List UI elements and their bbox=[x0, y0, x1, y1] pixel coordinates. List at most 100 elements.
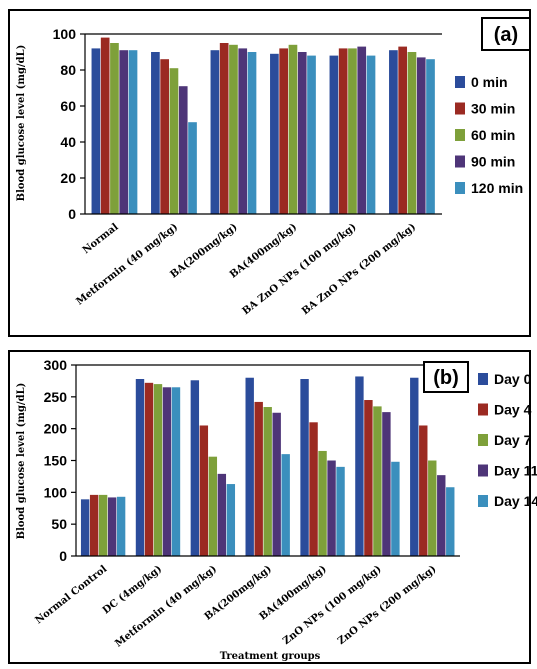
legend-label: Day 4 bbox=[494, 402, 532, 418]
panel-b-y-ticks: 0 50 100 150 200 250 300 bbox=[44, 357, 76, 564]
panel-b: Blood glucose level (mg/dL) 0 50 100 150 200… bbox=[8, 350, 537, 664]
panel-a-bars bbox=[91, 37, 435, 215]
y-tick-label: 80 bbox=[60, 62, 76, 78]
x-tick-label: Metformin (40 mg/kg) bbox=[113, 564, 219, 650]
x-tick-label: ZnO NPs (100 mg/kg) bbox=[281, 564, 384, 647]
y-tick-label: 300 bbox=[44, 357, 68, 373]
bar bbox=[300, 379, 309, 556]
legend-label: 60 min bbox=[471, 127, 515, 143]
bar bbox=[428, 460, 437, 556]
legend-label: Day 14 bbox=[494, 493, 537, 509]
legend-swatch bbox=[455, 76, 465, 88]
panel-b-label: (b) bbox=[433, 367, 459, 389]
bar bbox=[366, 55, 376, 214]
y-tick-label: 150 bbox=[44, 453, 68, 469]
bar bbox=[355, 376, 364, 556]
bar bbox=[100, 37, 110, 214]
legend-label: Day 0 bbox=[494, 371, 532, 387]
panel-b-frame bbox=[8, 350, 531, 664]
bar bbox=[226, 484, 236, 556]
panel-a-y-axis-title: Blood glucose level (mg/dL) bbox=[16, 45, 27, 202]
panel-a-frame bbox=[8, 9, 531, 337]
x-tick-label: BA ZnO NPs (200 mg/kg) bbox=[300, 222, 418, 318]
bar bbox=[416, 57, 426, 215]
x-tick-label: BA ZnO NPs (100 mg/kg) bbox=[241, 222, 359, 318]
bar bbox=[279, 48, 289, 215]
legend-label: Day 7 bbox=[494, 432, 532, 448]
legend-label: 90 min bbox=[471, 154, 515, 170]
bar bbox=[426, 59, 435, 215]
bar bbox=[391, 461, 400, 556]
bar bbox=[219, 43, 229, 214]
legend-swatch bbox=[455, 102, 465, 115]
legend-label: 30 min bbox=[471, 101, 515, 117]
legend-swatch bbox=[478, 373, 488, 385]
bar bbox=[245, 377, 254, 556]
bar bbox=[199, 425, 209, 556]
y-tick-label: 60 bbox=[60, 98, 76, 114]
bar bbox=[364, 400, 373, 556]
bar bbox=[318, 450, 327, 556]
legend-swatch bbox=[478, 403, 488, 416]
bar bbox=[80, 499, 90, 556]
legend-swatch bbox=[455, 182, 465, 194]
legend-label: 120 min bbox=[471, 180, 523, 196]
bar bbox=[110, 43, 119, 214]
bar bbox=[91, 48, 101, 215]
bar bbox=[229, 44, 238, 214]
x-tick-label: ZnO NPs (200 mg/kg) bbox=[336, 564, 439, 647]
bar bbox=[89, 494, 99, 556]
panel-b-y-axis-title: Blood glucose level (mg/dL) bbox=[16, 383, 27, 540]
panel-a-label: (a) bbox=[494, 24, 518, 46]
y-tick-label: 200 bbox=[44, 421, 68, 437]
bar bbox=[437, 475, 446, 556]
bar bbox=[338, 48, 348, 215]
y-tick-label: 20 bbox=[60, 170, 76, 186]
bar bbox=[171, 387, 181, 556]
y-tick-label: 0 bbox=[59, 548, 67, 564]
bar bbox=[135, 379, 145, 556]
bar bbox=[107, 497, 117, 556]
y-tick-label: 100 bbox=[44, 484, 68, 500]
legend-swatch bbox=[455, 155, 465, 168]
bar bbox=[190, 380, 200, 556]
bar bbox=[119, 50, 129, 215]
bar bbox=[446, 487, 455, 556]
bar bbox=[128, 50, 138, 215]
panel-b-legend: Day 0 Day 4 Day 7 Day 11 Day 14 bbox=[478, 371, 537, 509]
y-tick-label: 250 bbox=[44, 389, 68, 405]
bar bbox=[419, 425, 428, 556]
bar bbox=[348, 48, 357, 215]
bar bbox=[407, 52, 417, 214]
bar bbox=[281, 454, 290, 556]
bar bbox=[297, 52, 307, 214]
bar bbox=[398, 46, 408, 214]
y-tick-label: 40 bbox=[60, 134, 76, 150]
bar bbox=[307, 55, 316, 214]
panel-a-y-ticks: 0 20 40 60 80 100 bbox=[53, 26, 85, 222]
bar bbox=[217, 473, 227, 556]
legend-label: Day 11 bbox=[494, 463, 537, 479]
panel-a-label-box bbox=[481, 17, 531, 51]
bar bbox=[178, 86, 188, 214]
panel-b-label-box bbox=[423, 361, 469, 393]
bar bbox=[151, 52, 160, 214]
bar bbox=[116, 496, 126, 556]
bar bbox=[309, 422, 318, 556]
y-tick-label: 100 bbox=[53, 26, 77, 42]
x-tick-label: Normal bbox=[81, 222, 121, 257]
bar bbox=[208, 456, 218, 556]
bar bbox=[162, 387, 172, 556]
legend-swatch bbox=[478, 464, 488, 477]
bar bbox=[410, 377, 419, 556]
bar bbox=[160, 59, 170, 215]
y-tick-label: 50 bbox=[51, 516, 67, 532]
bar bbox=[270, 53, 279, 214]
legend-label: 0 min bbox=[471, 74, 508, 90]
legend-swatch bbox=[478, 495, 488, 507]
bar bbox=[254, 401, 263, 556]
bar bbox=[389, 50, 398, 215]
